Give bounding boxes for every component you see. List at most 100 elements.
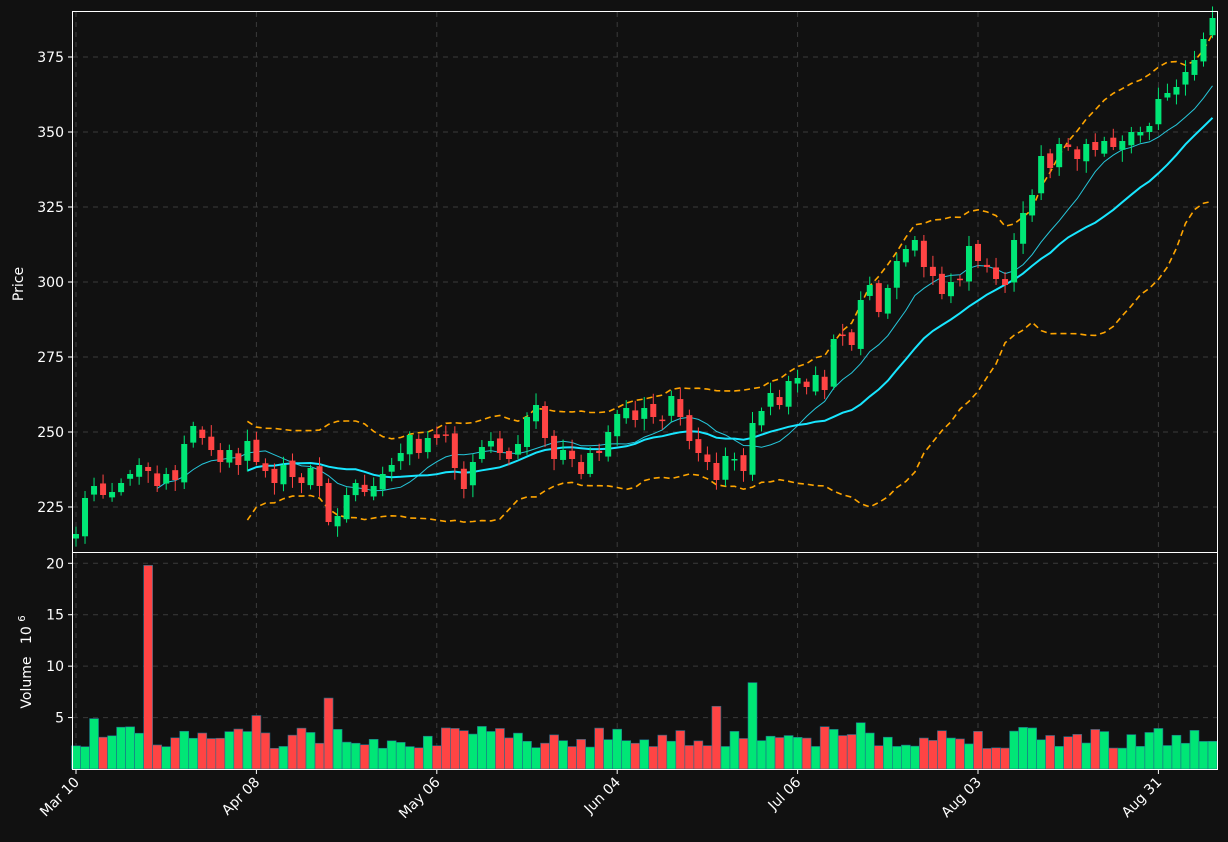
volume-bar	[395, 742, 406, 770]
volume-bar	[404, 746, 415, 770]
volume-bar	[1054, 746, 1064, 770]
volume-bar	[576, 739, 586, 770]
price-y-tick-label: 225	[37, 500, 64, 516]
candle-body	[514, 444, 521, 455]
price-y-tick-label: 375	[37, 50, 64, 66]
candle-body	[938, 273, 945, 294]
svg-text:Volume 10 6: Volume 10 6	[17, 615, 35, 708]
volume-bar	[783, 735, 794, 770]
volume-bar	[441, 727, 451, 770]
candle-body	[262, 463, 269, 471]
candle-body	[677, 399, 684, 417]
volume-bar	[684, 745, 695, 770]
volume-y-tick-label: 15	[46, 608, 64, 624]
volume-bar	[80, 746, 90, 770]
candle-body	[821, 376, 828, 390]
volume-bar	[982, 748, 992, 770]
candle-body	[731, 459, 738, 461]
volume-bar	[287, 734, 298, 770]
bollinger-bands	[246, 33, 1214, 523]
candle-body	[487, 441, 494, 447]
volume-bar	[711, 705, 722, 770]
bollinger-upper-line	[246, 33, 1214, 440]
candle-body	[596, 450, 603, 453]
volume-panel-frame	[72, 552, 1218, 770]
volume-bar	[855, 722, 866, 770]
volume-bar	[864, 732, 875, 770]
candle-body	[1101, 141, 1108, 154]
candle-body	[560, 450, 567, 460]
candle-body	[217, 450, 224, 462]
candle-body	[1038, 156, 1045, 194]
volume-bar	[197, 732, 208, 770]
candle-body	[451, 433, 458, 468]
candle-body	[460, 468, 467, 489]
volume-bar	[459, 730, 469, 770]
candle-body	[650, 403, 657, 417]
volume-bar	[377, 747, 388, 770]
volume-bar	[368, 739, 379, 770]
volume-bar	[341, 741, 352, 770]
volume-bar	[431, 745, 442, 770]
volume-bar	[1090, 729, 1101, 770]
volume-bar	[531, 747, 541, 770]
volume-bar	[170, 737, 181, 770]
volume-bar	[1072, 734, 1083, 770]
candle-body	[749, 423, 756, 475]
volume-bar	[1135, 746, 1146, 770]
candle-body	[1002, 279, 1009, 285]
candle-body	[190, 426, 197, 443]
candle-body	[1083, 144, 1090, 162]
volume-bar	[792, 737, 803, 770]
candle-body	[1065, 144, 1072, 147]
candle-body	[929, 266, 936, 276]
volume-bar	[522, 741, 532, 770]
volume-bar	[657, 734, 668, 770]
candle-body	[1200, 39, 1207, 62]
moving-average-short-line	[156, 85, 1213, 492]
candle-body	[73, 534, 79, 539]
candle-body	[424, 438, 431, 453]
price-y-tick-label: 250	[37, 425, 64, 441]
volume-bar	[1189, 730, 1200, 770]
volume-bar	[675, 730, 686, 770]
volume-bar	[251, 715, 262, 770]
volume-bar	[955, 738, 965, 770]
volume-bar	[477, 726, 487, 770]
volume-bar	[1045, 735, 1055, 770]
candle-body	[1020, 213, 1027, 244]
candle-body	[316, 466, 323, 486]
volume-bar	[1117, 747, 1128, 770]
volume-y-ticks: 5 10 15 20	[46, 556, 73, 727]
candle-body	[740, 455, 747, 471]
volume-bar	[1108, 747, 1119, 770]
candle-body	[1029, 195, 1036, 216]
candle-body	[388, 465, 395, 472]
candle-body	[433, 434, 440, 438]
volume-bar	[98, 736, 108, 770]
candle-body	[235, 453, 242, 465]
candle-body	[975, 243, 981, 261]
candle-body	[334, 516, 341, 527]
moving-averages	[156, 85, 1214, 492]
candle-body	[758, 411, 765, 426]
volume-bar	[819, 726, 830, 770]
volume-bar	[1009, 730, 1019, 770]
candle-body	[181, 444, 188, 483]
price-y-axis-label: Price	[11, 267, 27, 301]
volume-bar	[810, 746, 821, 770]
candle-body	[1092, 141, 1099, 150]
volume-bar	[486, 731, 496, 770]
price-y-tick-label: 275	[37, 350, 64, 366]
candle-body	[614, 414, 621, 437]
candle-body	[505, 451, 512, 459]
volume-bar	[1207, 740, 1218, 770]
candle-body	[199, 429, 206, 438]
candle-body	[172, 470, 179, 480]
candle-body	[623, 408, 630, 419]
candle-body	[1209, 18, 1216, 36]
candle-body	[542, 405, 549, 438]
volume-bar	[495, 728, 505, 770]
candle-body	[1182, 72, 1189, 85]
